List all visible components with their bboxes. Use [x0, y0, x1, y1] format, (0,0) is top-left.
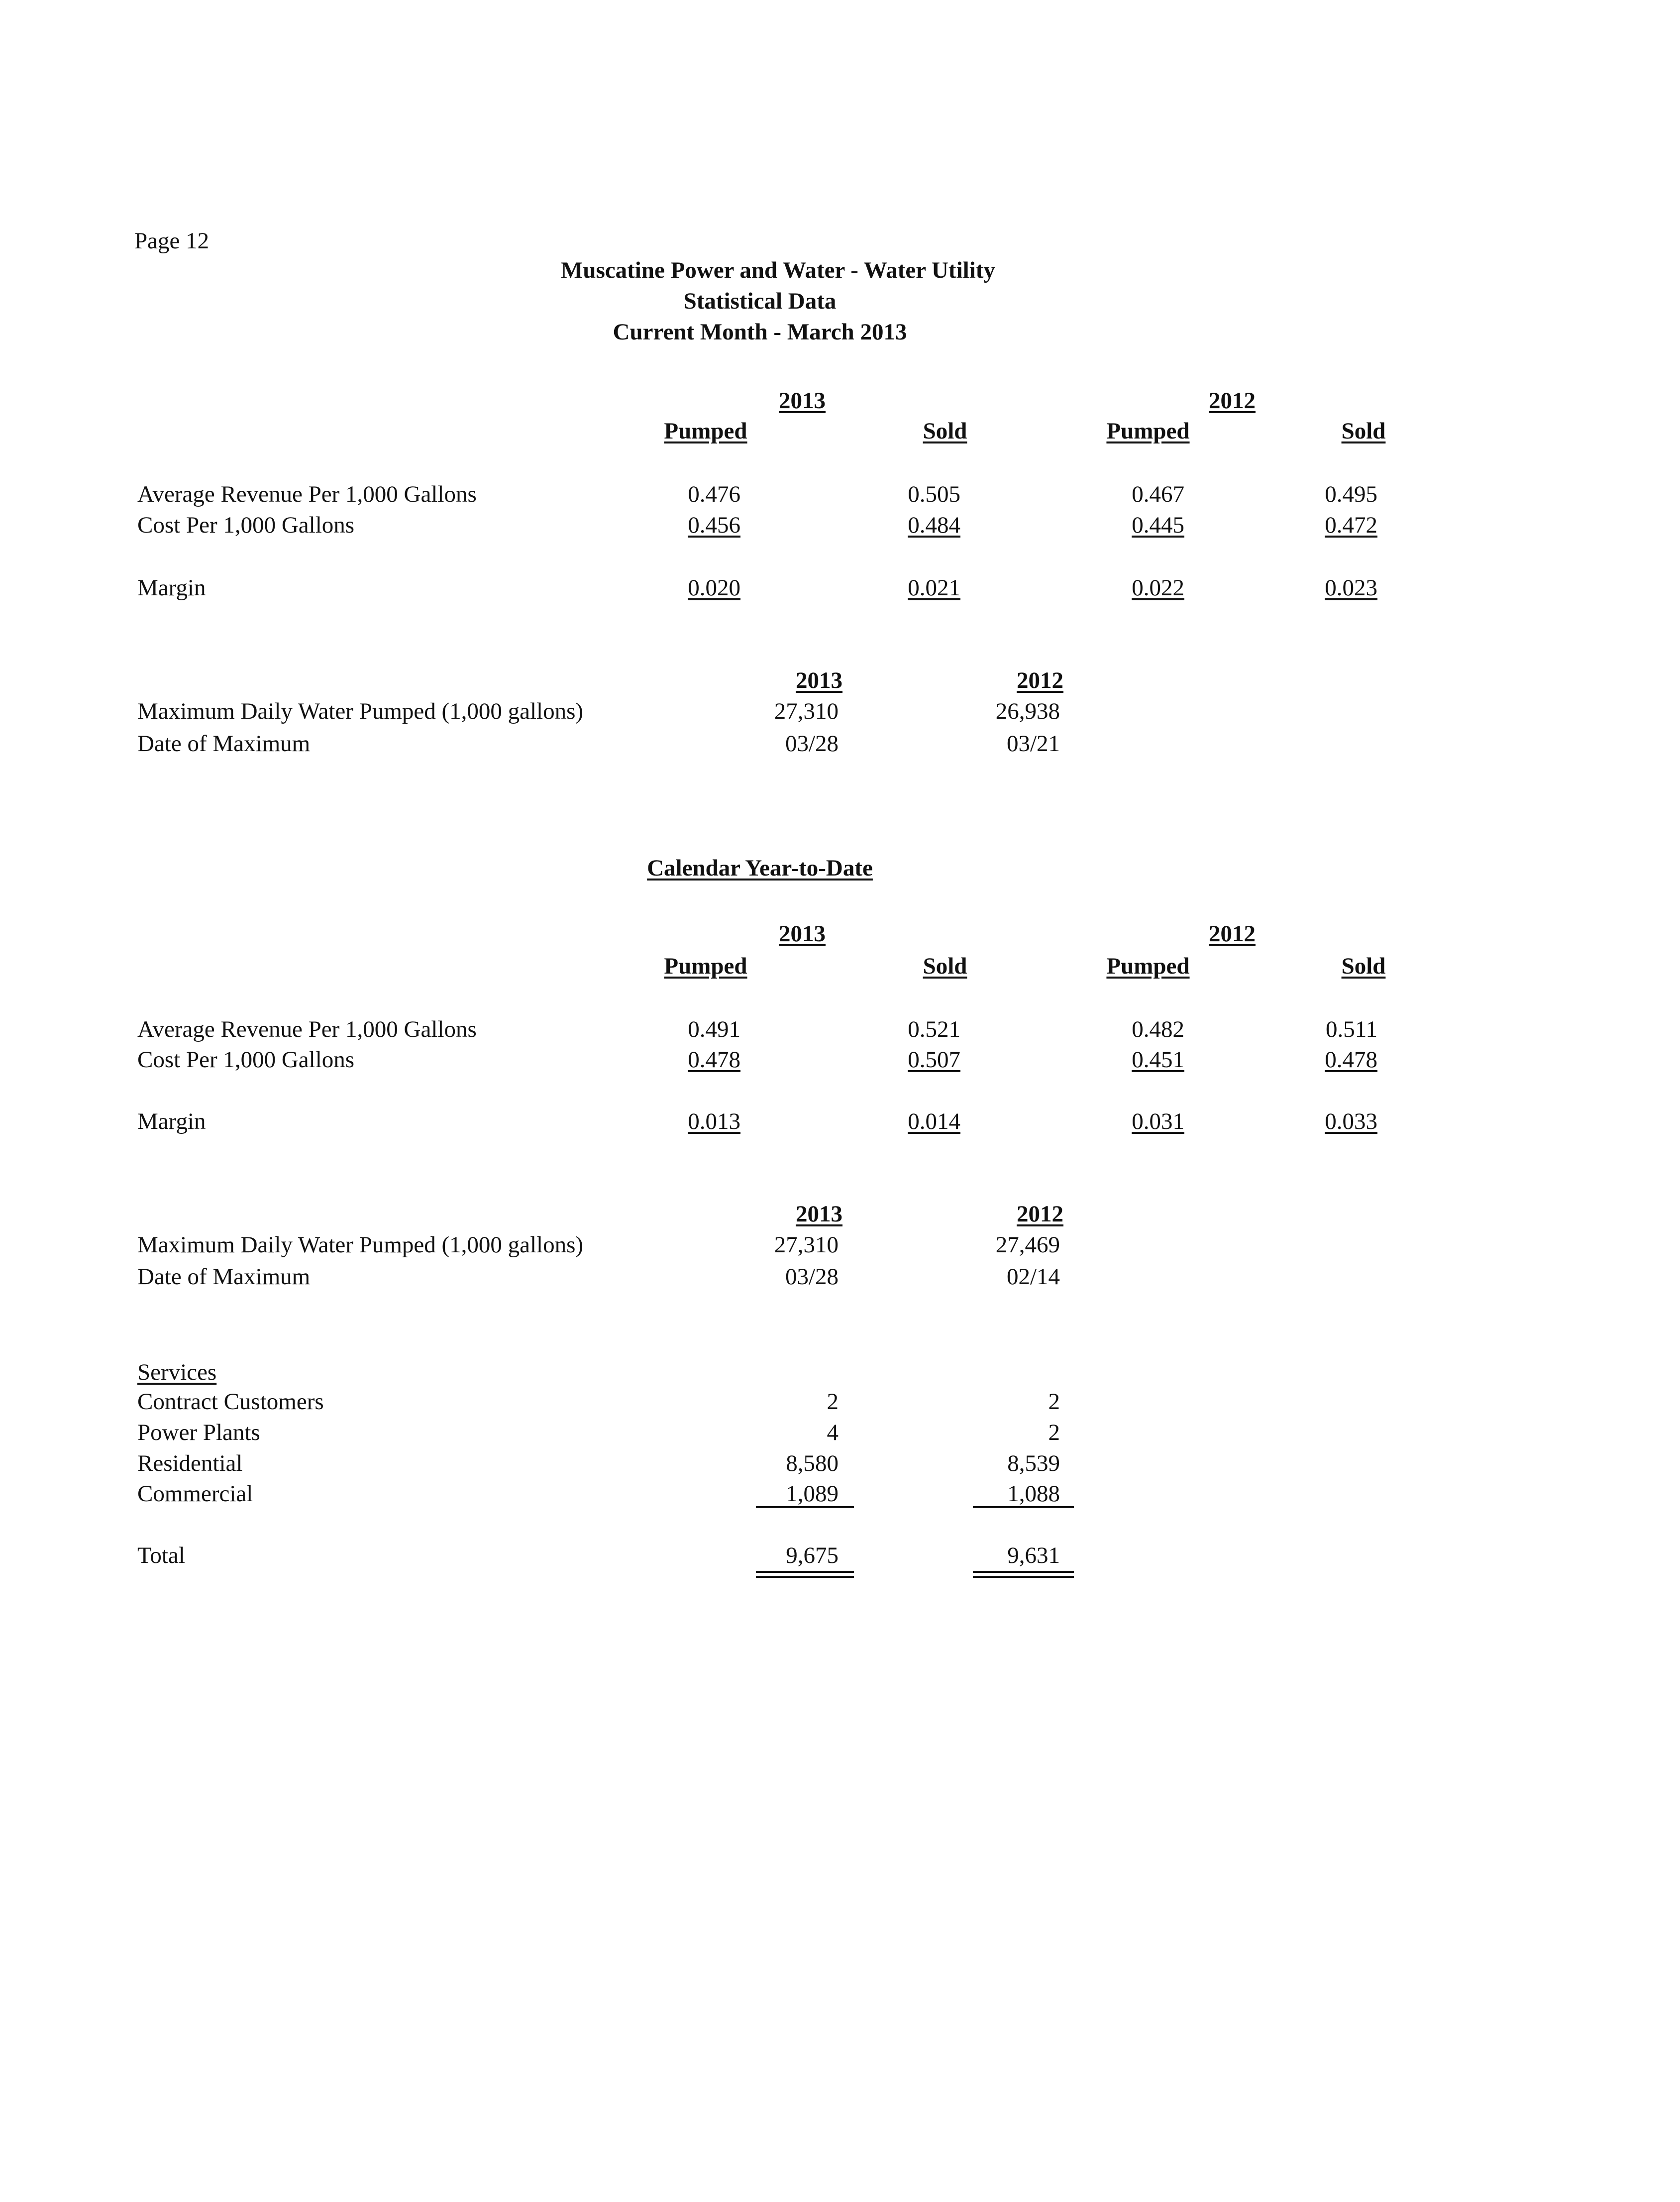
total-double-rule — [756, 1571, 854, 1573]
total-double-rule — [756, 1576, 854, 1578]
cell: 0.482 — [1132, 1016, 1184, 1042]
cell: 0.478 — [688, 1047, 740, 1073]
row-label-commercial: Commercial — [137, 1481, 253, 1507]
total-double-rule — [973, 1576, 1074, 1578]
max-year-header-2012: 2012 — [1017, 1201, 1063, 1227]
col-header-sold-2012: Sold — [1341, 418, 1386, 444]
cell: 0.014 — [908, 1108, 960, 1134]
cell: 2 — [1048, 1389, 1060, 1415]
row-label-avg-revenue: Average Revenue Per 1,000 Gallons — [137, 1016, 477, 1042]
row-label-margin: Margin — [137, 575, 206, 601]
cell: 0.507 — [908, 1047, 960, 1073]
cell: 0.033 — [1325, 1108, 1377, 1134]
row-label-contract: Contract Customers — [137, 1389, 324, 1415]
col-header-pumped-2013: Pumped — [664, 953, 747, 979]
services-title: Services — [137, 1359, 217, 1385]
cell: 0.022 — [1132, 575, 1184, 601]
col-header-pumped-2013: Pumped — [664, 418, 747, 444]
year-header-2013: 2013 — [779, 388, 826, 414]
cell: 9,631 — [1007, 1542, 1060, 1568]
row-label-power-plants: Power Plants — [137, 1420, 260, 1445]
max-year-header-2013: 2013 — [796, 1201, 842, 1227]
ytd-title: Calendar Year-to-Date — [647, 855, 873, 881]
cell: 0.451 — [1132, 1047, 1184, 1073]
row-label-residential: Residential — [137, 1450, 243, 1476]
row-label-date-max: Date of Maximum — [137, 1264, 311, 1290]
cell: 27,469 — [995, 1232, 1060, 1258]
cell: 03/28 — [785, 1264, 839, 1290]
cell: 0.495 — [1325, 481, 1377, 507]
cell: 1,089 — [786, 1481, 839, 1507]
row-label-cost: Cost Per 1,000 Gallons — [137, 1047, 355, 1073]
row-label-total: Total — [137, 1542, 185, 1568]
subtotal-rule — [973, 1506, 1074, 1508]
cell: 03/21 — [1006, 731, 1060, 757]
col-header-pumped-2012: Pumped — [1106, 418, 1190, 444]
row-label-margin: Margin — [137, 1108, 206, 1134]
cell: 0.521 — [908, 1016, 960, 1042]
cell: 0.456 — [688, 512, 740, 538]
col-header-sold-2013: Sold — [923, 953, 967, 979]
year-header-2012: 2012 — [1209, 388, 1256, 414]
report-period: Current Month - March 2013 — [613, 319, 907, 345]
cell: 0.445 — [1132, 512, 1184, 538]
year-header-2012: 2012 — [1209, 921, 1256, 947]
max-year-header-2012: 2012 — [1017, 667, 1063, 693]
col-header-sold-2012: Sold — [1341, 953, 1386, 979]
max-year-header-2013: 2013 — [796, 667, 842, 693]
cell: 0.491 — [688, 1016, 740, 1042]
cell: 27,310 — [774, 1232, 839, 1258]
cell: 8,580 — [786, 1450, 839, 1476]
cell: 26,938 — [995, 698, 1060, 724]
cell: 2 — [827, 1389, 839, 1415]
cell: 0.476 — [688, 481, 740, 507]
cell: 27,310 — [774, 698, 839, 724]
year-header-2013: 2013 — [779, 921, 826, 947]
row-label-max-pumped: Maximum Daily Water Pumped (1,000 gallon… — [137, 698, 584, 724]
cell: 02/14 — [1006, 1264, 1060, 1290]
report-title: Muscatine Power and Water - Water Utilit… — [561, 257, 995, 283]
cell: 2 — [1048, 1420, 1060, 1445]
cell: 0.020 — [688, 575, 740, 601]
row-label-avg-revenue: Average Revenue Per 1,000 Gallons — [137, 481, 477, 507]
cell: 1,088 — [1007, 1481, 1060, 1507]
cell: 0.478 — [1325, 1047, 1377, 1073]
cell: 0.505 — [908, 481, 960, 507]
report-subtitle: Statistical Data — [683, 288, 837, 314]
cell: 9,675 — [786, 1542, 839, 1568]
page-label: Page 12 — [134, 228, 210, 254]
cell: 8,539 — [1007, 1450, 1060, 1476]
cell: 4 — [827, 1420, 839, 1445]
col-header-sold-2013: Sold — [923, 418, 967, 444]
row-label-max-pumped: Maximum Daily Water Pumped (1,000 gallon… — [137, 1232, 584, 1258]
cell: 0.472 — [1325, 512, 1377, 538]
cell: 0.031 — [1132, 1108, 1184, 1134]
cell: 0.484 — [908, 512, 960, 538]
cell: 0.013 — [688, 1108, 740, 1134]
cell: 0.021 — [908, 575, 960, 601]
cell: 0.511 — [1325, 1016, 1377, 1042]
subtotal-rule — [756, 1506, 854, 1508]
cell: 03/28 — [785, 731, 839, 757]
cell: 0.023 — [1325, 575, 1377, 601]
row-label-cost: Cost Per 1,000 Gallons — [137, 512, 355, 538]
col-header-pumped-2012: Pumped — [1106, 953, 1190, 979]
row-label-date-max: Date of Maximum — [137, 731, 311, 757]
total-double-rule — [973, 1571, 1074, 1573]
cell: 0.467 — [1132, 481, 1184, 507]
